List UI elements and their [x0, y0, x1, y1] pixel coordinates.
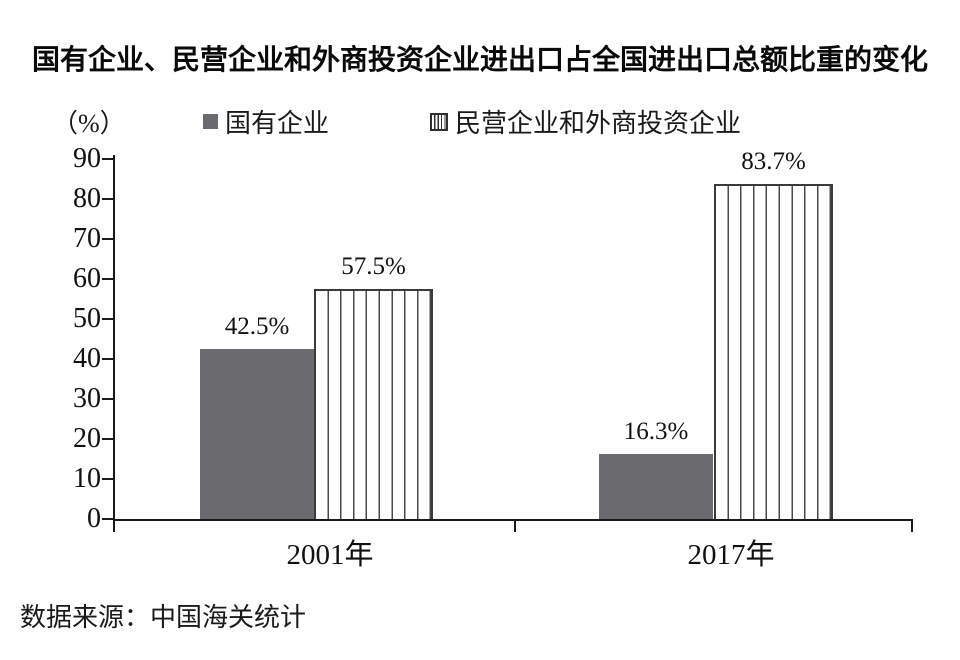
y-axis-tick: [102, 398, 114, 400]
y-axis-tick: [102, 478, 114, 480]
x-axis-category-label: 2001年: [286, 539, 374, 571]
y-axis-tick-label: 90: [73, 143, 101, 174]
y-axis-tick-label: 40: [73, 343, 101, 374]
y-axis-tick: [102, 358, 114, 360]
y-axis-tick-label: 30: [73, 383, 101, 414]
legend-item-striped: 民营企业和外商投资企业: [430, 103, 741, 140]
x-axis-tick: [911, 519, 913, 532]
bar-value-label: 83.7%: [741, 148, 806, 176]
y-axis-tick-label: 10: [73, 463, 101, 494]
x-axis-line: [113, 519, 913, 521]
chart-title: 国有企业、民营企业和外商投资企业进出口占全国进出口总额比重的变化: [31, 44, 928, 75]
y-axis-tick: [102, 318, 114, 320]
source-note: 数据来源：中国海关统计: [20, 603, 307, 632]
y-axis-tick-label: 50: [73, 303, 101, 334]
legend-label-striped: 民营企业和外商投资企业: [455, 109, 742, 138]
bar-solid-2001年: [200, 349, 314, 519]
y-axis-line: [113, 155, 115, 532]
y-axis-tick-label: 70: [73, 223, 101, 254]
legend-swatch-striped-icon: [430, 112, 448, 131]
y-axis-tick-label: 20: [73, 423, 101, 454]
y-axis-tick: [102, 438, 114, 440]
y-axis-tick: [102, 198, 114, 200]
x-axis-tick: [514, 519, 516, 532]
bar-value-label: 16.3%: [623, 417, 689, 445]
y-axis-tick: [102, 278, 114, 280]
bar-value-label: 57.5%: [341, 253, 406, 280]
y-axis-unit-label: （%）: [52, 109, 126, 138]
y-axis-tick-label: 60: [73, 263, 101, 294]
legend-swatch-solid-icon: [203, 114, 218, 129]
y-axis-tick: [102, 238, 114, 240]
x-axis-category-label: 2017年: [687, 539, 775, 571]
bar-solid-2017年: [599, 453, 713, 519]
legend-item-solid: 国有企业: [203, 103, 329, 140]
y-axis-tick: [102, 158, 114, 160]
bar-striped-2001年: [314, 289, 433, 519]
legend-label-solid: 国有企业: [225, 109, 330, 138]
bar-striped-2017年: [714, 184, 833, 519]
y-axis-tick-label: 80: [73, 183, 101, 214]
y-axis-tick: [102, 518, 114, 520]
bar-value-label: 42.5%: [224, 313, 290, 340]
y-axis-tick-label: 0: [87, 503, 101, 534]
